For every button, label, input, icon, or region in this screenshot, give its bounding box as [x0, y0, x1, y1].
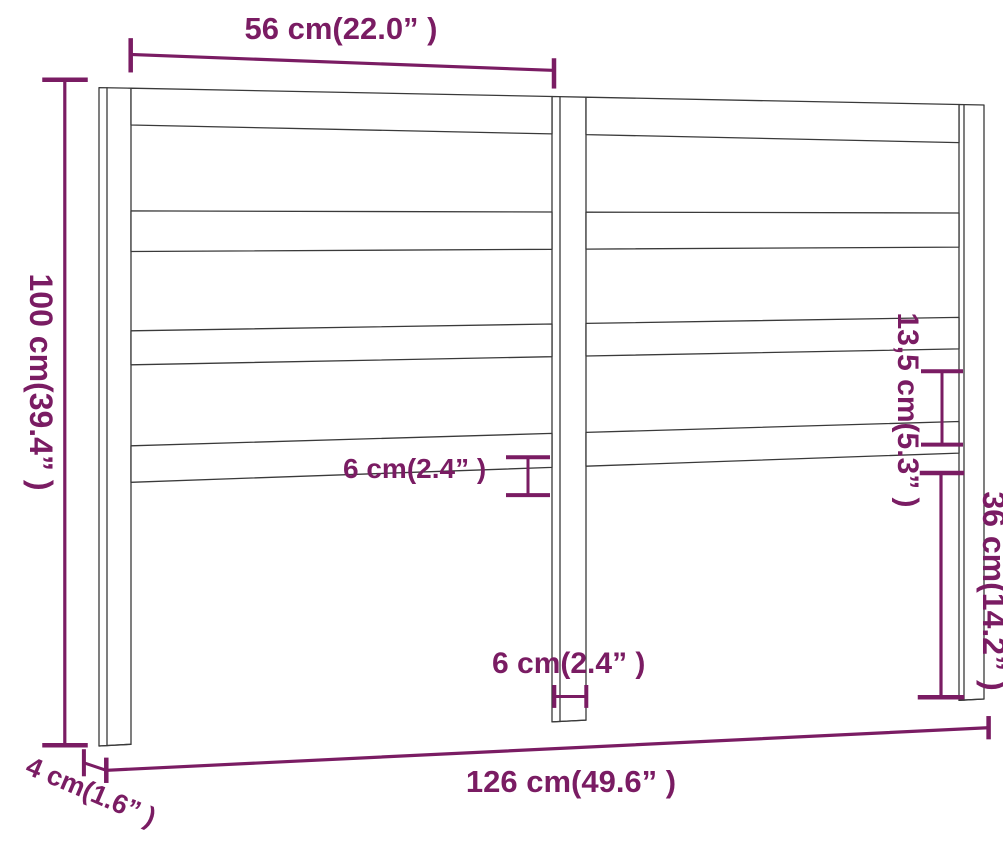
svg-text:13,5 cm(5.3” ): 13,5 cm(5.3” ) [891, 312, 924, 507]
svg-text:126 cm(49.6” ): 126 cm(49.6” ) [466, 764, 676, 799]
svg-text:6 cm(2.4” ): 6 cm(2.4” ) [492, 647, 645, 680]
svg-text:56 cm(22.0” ): 56 cm(22.0” ) [245, 11, 438, 46]
svg-text:36 cm(14.2” ): 36 cm(14.2” ) [976, 491, 1003, 690]
svg-text:100 cm(39.4” ): 100 cm(39.4” ) [23, 273, 59, 490]
svg-text:6 cm(2.4” ): 6 cm(2.4” ) [343, 453, 486, 484]
